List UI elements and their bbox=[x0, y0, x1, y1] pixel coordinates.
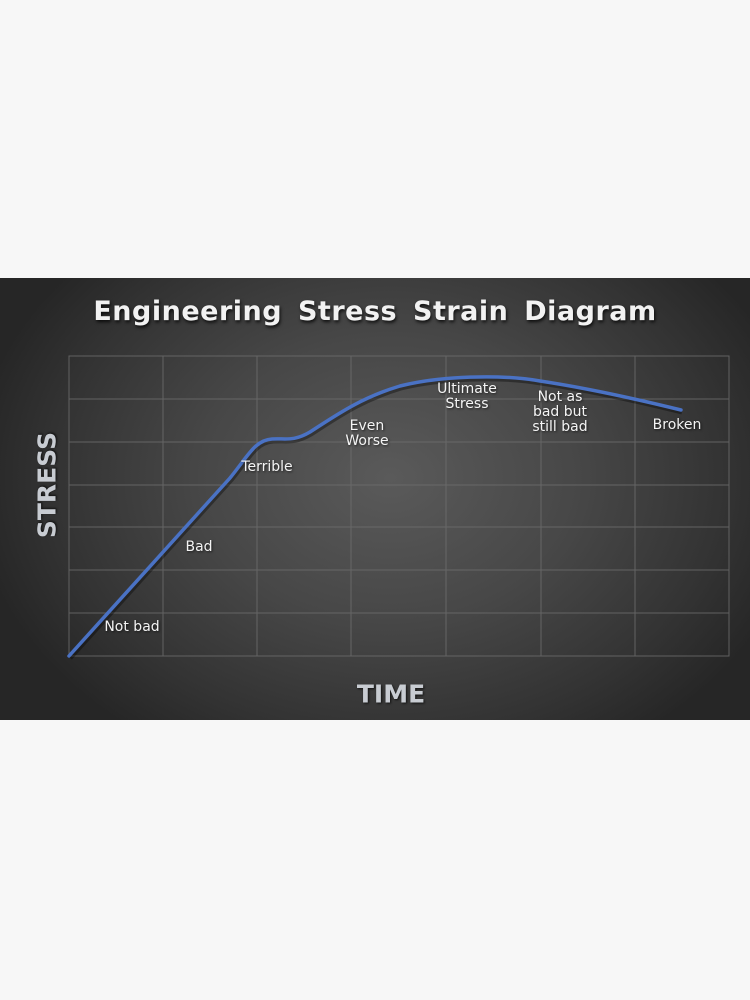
label-terrible: Terrible bbox=[241, 459, 293, 475]
plot-area bbox=[67, 355, 730, 660]
label-ultimate-stress: Ultimate Stress bbox=[437, 381, 497, 412]
label-bad: Bad bbox=[185, 539, 213, 555]
chart-title: Engineering Stress Strain Diagram bbox=[93, 296, 657, 327]
x-axis-label: TIME bbox=[356, 679, 426, 709]
y-axis-label: STRESS bbox=[32, 431, 62, 539]
label-even-worse: Even Worse bbox=[345, 418, 389, 449]
chart-panel: Engineering Stress Strain Diagram Not ba… bbox=[0, 278, 750, 720]
label-not-bad: Not bad bbox=[104, 619, 160, 635]
grid bbox=[68, 355, 730, 657]
label-not-as-bad: Not as bad but still bad bbox=[532, 389, 588, 435]
label-broken: Broken bbox=[652, 417, 702, 433]
